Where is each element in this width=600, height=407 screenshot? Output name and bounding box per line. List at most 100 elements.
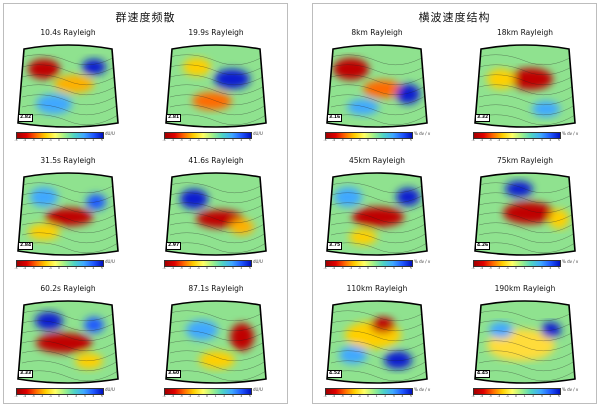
colorbar-tick-label: -4	[480, 266, 484, 270]
colorbar-tick-label: -2	[188, 266, 192, 270]
colorbar-tick-label: -4	[332, 266, 336, 270]
colorbar-tick-label: 1	[66, 394, 69, 398]
colorbar-tick-label: 2	[384, 394, 387, 398]
map-cell: 190km Rayleigh -5 -4 -3 -2 -1 0 1 2 3 4 5 % dv / v…	[465, 284, 585, 404]
colorbar-tick-label: -3	[31, 394, 35, 398]
colorbar-tick-label: -5	[162, 266, 166, 270]
colorbar-tick-label: -3	[340, 138, 344, 142]
panel-title: 横波速度结构	[418, 11, 491, 24]
colorbar-tick-label: 0	[515, 266, 517, 270]
average-velocity-label: 4.45	[475, 370, 491, 378]
colorbar-tick-label: 1	[523, 138, 526, 142]
colorbar-ticks: -5 -4 -3 -2 -1 0 1 2 3 4 5	[472, 138, 560, 144]
colorbar-unit: % dv / v	[414, 131, 431, 136]
colorbar-tick-label: -5	[471, 394, 475, 398]
colorbar-tick-label: -5	[162, 138, 166, 142]
colorbar-unit: dU/U	[105, 131, 115, 136]
colorbar-tick-label: 1	[375, 138, 378, 142]
colorbar	[325, 260, 413, 267]
colorbar	[164, 132, 252, 139]
colorbar-tick-label: 4	[92, 394, 95, 398]
colorbar-tick-label: 1	[523, 266, 526, 270]
colorbar-ticks: -5 -4 -3 -2 -1 0 1 2 3 4 5	[14, 266, 103, 272]
colorbar-tick-label: -5	[162, 394, 166, 398]
colorbar-unit: dU/U	[253, 131, 263, 136]
colorbar-ticks: -5 -4 -3 -2 -1 0 1 2 3 4 5	[162, 394, 251, 400]
colorbar-unit: % dv / v	[562, 387, 579, 392]
panel-title: 群速度频散	[115, 11, 176, 24]
colorbar-tick-label: -2	[497, 394, 501, 398]
colorbar-ticks: -5 -4 -3 -2 -1 0 1 2 3 4 5	[162, 266, 251, 272]
map-cell: 19.9s Rayleigh -5 -4 -3 -2 -1 0 1 2 3 4 5 dU/U 2.8…	[156, 28, 276, 148]
colorbar-tick-label: 0	[367, 138, 369, 142]
colorbar-tick-label: -2	[40, 138, 44, 142]
velocity-map	[165, 300, 267, 384]
velocity-map	[326, 44, 428, 128]
colorbar-tick-label: 5	[558, 138, 560, 142]
colorbar-tick-label: -3	[488, 394, 492, 398]
colorbar-tick-label: -5	[323, 394, 327, 398]
colorbar-unit: % dv / v	[414, 387, 431, 392]
colorbar-tick-label: -5	[323, 138, 327, 142]
colorbar-tick-label: 3	[540, 394, 543, 398]
colorbar-tick-label: -4	[480, 138, 484, 142]
colorbar-tick-label: -4	[23, 394, 27, 398]
colorbar-tick-label: 2	[384, 138, 387, 142]
velocity-map	[17, 44, 119, 128]
colorbar-tick-label: -5	[14, 138, 18, 142]
map-label: 8km Rayleigh	[351, 28, 403, 37]
map-cell: 41.6s Rayleigh -5 -4 -3 -2 -1 0 1 2 3 4 5 dU/U 2.9…	[156, 156, 276, 276]
colorbar-tick-label: -4	[480, 394, 484, 398]
colorbar-tick-label: 1	[214, 394, 217, 398]
colorbar-tick-label: 3	[540, 266, 543, 270]
map-label: 19.9s Rayleigh	[188, 28, 244, 37]
map-cell: 10.4s Rayleigh -5 -4 -3 -2 -1 0 1 2 3 4 5 dU/U 2.8…	[8, 28, 128, 148]
colorbar-tick-label: 4	[549, 266, 552, 270]
colorbar	[473, 388, 561, 395]
colorbar-tick-label: 3	[231, 266, 234, 270]
colorbar-tick-label: -1	[505, 138, 509, 142]
colorbar-tick-label: 0	[58, 266, 60, 270]
colorbar-ticks: -5 -4 -3 -2 -1 0 1 2 3 4 5	[162, 138, 251, 144]
velocity-map	[474, 44, 576, 128]
colorbar	[16, 132, 104, 139]
map-label: 18km Rayleigh	[497, 28, 553, 37]
colorbar	[325, 132, 413, 139]
map-cell: 31.5s Rayleigh -5 -4 -3 -2 -1 0 1 2 3 4 5 dU/U 2.8…	[8, 156, 128, 276]
colorbar-tick-label: 2	[532, 266, 535, 270]
colorbar-tick-label: 3	[392, 266, 395, 270]
velocity-map	[326, 172, 428, 256]
colorbar-tick-label: 5	[249, 394, 251, 398]
map-label: 45km Rayleigh	[349, 156, 405, 165]
colorbar-tick-label: 5	[410, 394, 412, 398]
map-cell: 60.2s Rayleigh -5 -4 -3 -2 -1 0 1 2 3 4 5 dU/U 3.3…	[8, 284, 128, 404]
left-panel-group-velocity: 群速度频散 10.4s Rayleigh -5 -4 -3 -2 -1 0 1 2 3 4 5 dU…	[3, 3, 288, 404]
map-label: 87.1s Rayleigh	[188, 284, 244, 293]
average-velocity-label: 3.32	[475, 114, 491, 122]
colorbar-ticks: -5 -4 -3 -2 -1 0 1 2 3 4 5	[324, 266, 412, 272]
colorbar-tick-label: 4	[549, 394, 552, 398]
velocity-map	[165, 172, 267, 256]
colorbar-tick-label: -5	[14, 266, 18, 270]
map-cell: 110km Rayleigh -5 -4 -3 -2 -1 0 1 2 3 4 5 % dv / v…	[317, 284, 437, 404]
colorbar-tick-label: -1	[505, 266, 509, 270]
colorbar-tick-label: -2	[188, 138, 192, 142]
colorbar-tick-label: 2	[75, 138, 78, 142]
colorbar-tick-label: -1	[196, 394, 200, 398]
colorbar-tick-label: -5	[471, 266, 475, 270]
map-cell: 18km Rayleigh -5 -4 -3 -2 -1 0 1 2 3 4 5 % dv / v …	[465, 28, 585, 148]
colorbar-tick-label: 4	[401, 266, 404, 270]
right-panel-shear-velocity: 横波速度结构 8km Rayleigh -5 -4 -3 -2 -1 0 1 2 3 4 5 % d…	[312, 3, 597, 404]
colorbar	[164, 388, 252, 395]
colorbar-tick-label: -4	[332, 138, 336, 142]
colorbar-tick-label: -1	[48, 138, 52, 142]
colorbar-tick-label: 0	[206, 394, 208, 398]
colorbar-tick-label: 2	[223, 394, 226, 398]
colorbar-tick-label: -2	[188, 394, 192, 398]
colorbar-ticks: -5 -4 -3 -2 -1 0 1 2 3 4 5	[15, 394, 103, 400]
colorbar-tick-label: 2	[223, 266, 226, 270]
colorbar-tick-label: -2	[40, 394, 44, 398]
colorbar-tick-label: -3	[31, 266, 35, 270]
colorbar-ticks: -5 -4 -3 -2 -1 0 1 2 3 4 5	[323, 138, 412, 144]
colorbar-ticks: -5 -4 -3 -2 -1 0 1 2 3 4 5	[14, 138, 103, 144]
